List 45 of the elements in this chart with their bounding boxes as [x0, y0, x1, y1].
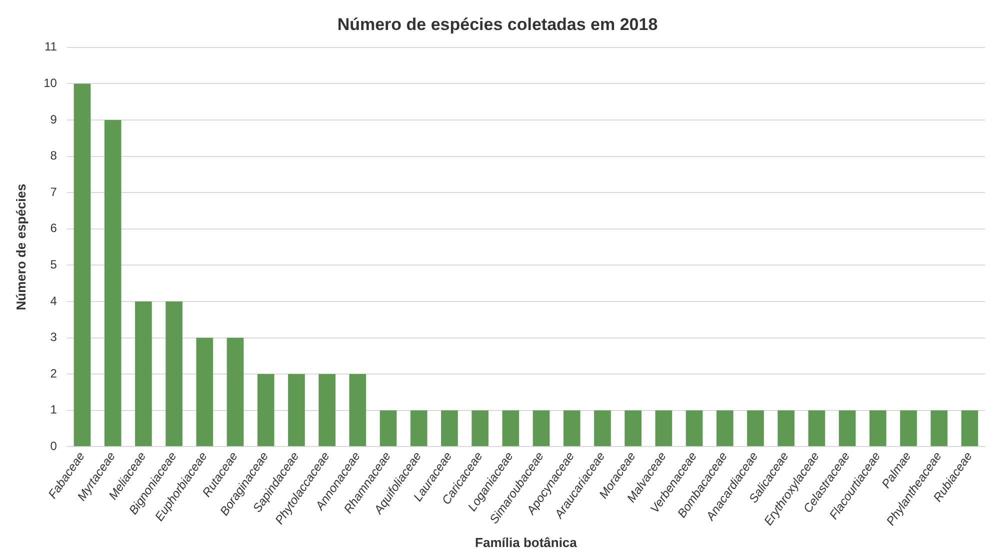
chart-title: Número de espécies coletadas em 2018 [337, 14, 658, 34]
y-tick-label: 5 [50, 257, 58, 272]
y-tick-label: 9 [50, 112, 58, 126]
bar [900, 410, 917, 446]
bar [502, 410, 520, 446]
bar [961, 410, 978, 446]
y-tick-label: 3 [50, 330, 58, 344]
bar [778, 410, 795, 446]
y-tick-label: 4 [50, 294, 58, 308]
bar [869, 410, 886, 446]
bar [349, 374, 366, 446]
y-tick-label: 0 [50, 438, 58, 453]
bar [472, 410, 488, 446]
y-tick-label: 11 [44, 40, 58, 54]
x-axis-title: Família botânica [475, 534, 578, 550]
bar [104, 120, 122, 446]
bar [563, 410, 580, 446]
bar [655, 410, 672, 446]
y-tick-label: 6 [50, 221, 58, 236]
bar [441, 410, 458, 446]
bar [716, 410, 734, 446]
y-tick-label: 7 [50, 184, 58, 199]
y-axis-title: Número de espécies [13, 184, 28, 310]
y-tick-label: 8 [50, 148, 58, 163]
bar [74, 84, 91, 446]
bar [532, 410, 550, 446]
bar [257, 374, 274, 446]
bar [166, 301, 182, 446]
y-tick-label: 2 [50, 366, 58, 380]
bar [747, 410, 764, 446]
bar [930, 410, 948, 446]
bar [808, 410, 826, 446]
y-tick-label: 1 [50, 402, 58, 417]
bar [135, 301, 152, 446]
bar [318, 374, 336, 446]
bar [288, 374, 305, 446]
bar [838, 410, 856, 446]
bar [686, 410, 703, 446]
bar [380, 410, 397, 446]
bar [410, 410, 428, 446]
y-tick-label: 10 [44, 76, 58, 90]
bar [196, 338, 214, 446]
bar [624, 410, 642, 446]
bar [226, 338, 244, 446]
bar [594, 410, 611, 446]
